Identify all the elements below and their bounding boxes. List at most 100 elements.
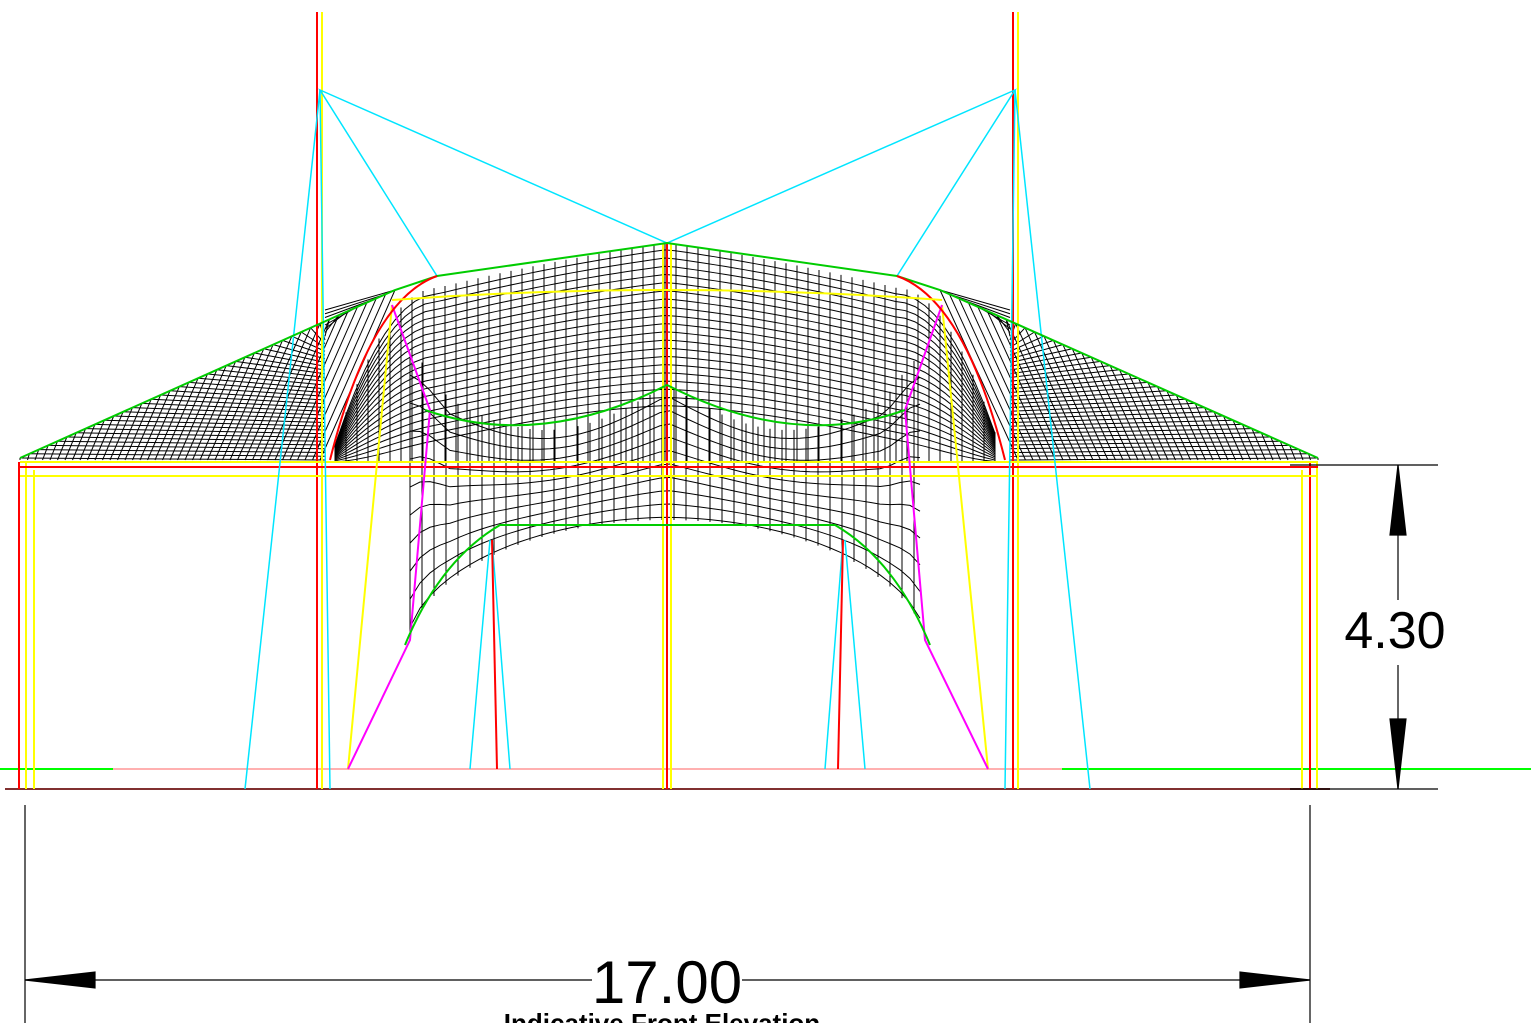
mesh-line [1137,377,1176,461]
mesh-line [1204,407,1229,461]
cable [824,539,844,770]
mesh-line [207,373,326,386]
mesh-line [409,503,921,600]
mesh-line [104,419,326,427]
roof-ridge [391,289,943,301]
mesh-line [1009,369,1120,382]
mesh-line [207,352,255,461]
structure [0,12,1531,790]
mesh-line [1185,398,1214,461]
mesh-line [226,365,326,378]
cable [469,539,491,770]
mesh-line [986,310,1056,461]
mesh-line [334,364,996,458]
mesh-line [34,449,40,461]
cable [1004,89,1016,790]
mesh-line [1024,327,1086,461]
panel-edge [424,383,906,427]
mesh-line [123,411,326,420]
mesh-line [94,415,115,461]
caption: Indicative Front Elevation [504,1008,820,1023]
mesh-line [109,407,133,461]
mesh-line [1009,449,1300,453]
mesh-line [334,388,996,461]
mesh-line [334,405,996,463]
mesh-line [1156,386,1191,461]
mesh-line [48,444,326,450]
mesh-line [87,420,105,461]
mesh-line [1270,436,1281,461]
mesh-line [139,390,171,461]
mesh-line [229,340,283,461]
strut [347,304,393,770]
mesh-line [409,490,921,572]
mesh-line [334,249,996,446]
mesh-line [1100,361,1146,461]
mesh-line [1090,356,1139,461]
mesh-line [1279,441,1289,461]
mesh-line [1052,340,1109,461]
mesh-line [216,369,326,382]
mesh-line [409,516,921,628]
mesh-line [169,373,208,461]
mesh-line [132,394,162,461]
mesh-line [1009,360,1101,375]
mesh-line [409,436,921,473]
mesh-line [949,293,1011,315]
mesh-line [42,445,49,461]
mesh-line [252,327,312,461]
mesh-line [1009,453,1309,457]
mesh-line [324,293,386,315]
mesh-line [147,386,180,461]
mesh-line [244,356,326,371]
mesh-line [169,390,326,401]
mesh-line [1175,394,1206,461]
mesh-line [141,402,326,412]
mesh-line [334,323,996,454]
mesh-line [409,423,921,461]
mesh-line [334,257,996,447]
mesh-line [409,402,921,450]
mesh-line [199,356,246,461]
mesh-line [254,352,326,367]
mesh-line [297,302,368,461]
mesh-line [1166,390,1199,461]
mesh-line [291,335,326,352]
mesh-line [324,289,396,311]
mesh-line [1043,335,1101,461]
edge-cable [347,304,432,770]
width-dimension: 17.00 [592,949,742,1016]
mesh-line [214,348,265,461]
mesh-line [235,360,326,375]
mesh-line [1009,381,1148,393]
mesh-line [1109,365,1154,461]
mesh-line [29,453,326,457]
mesh-line [72,428,87,461]
mesh-line [958,298,1034,461]
cable [244,89,321,790]
strut [941,304,989,770]
mesh-line [1298,449,1304,461]
arrowhead [1389,718,1407,790]
roof-mesh [19,243,1319,633]
mesh-line [334,306,996,452]
mesh-line [1009,348,1073,363]
cable [1014,89,1091,790]
mesh-line [113,415,326,423]
mesh-line [19,457,326,461]
mesh-line [188,381,326,393]
mesh-line [334,273,996,448]
mesh-line [1005,319,1071,461]
mesh-line [94,423,326,431]
mesh-line [274,314,340,461]
mesh-line [64,432,77,461]
mesh-line [237,335,293,461]
height-dimension: 4.30 [1344,602,1445,660]
mesh-line [282,310,349,461]
mesh-line [154,382,190,461]
mesh-line [198,377,326,390]
mesh-line [79,424,96,461]
mesh-line [1009,356,1092,371]
